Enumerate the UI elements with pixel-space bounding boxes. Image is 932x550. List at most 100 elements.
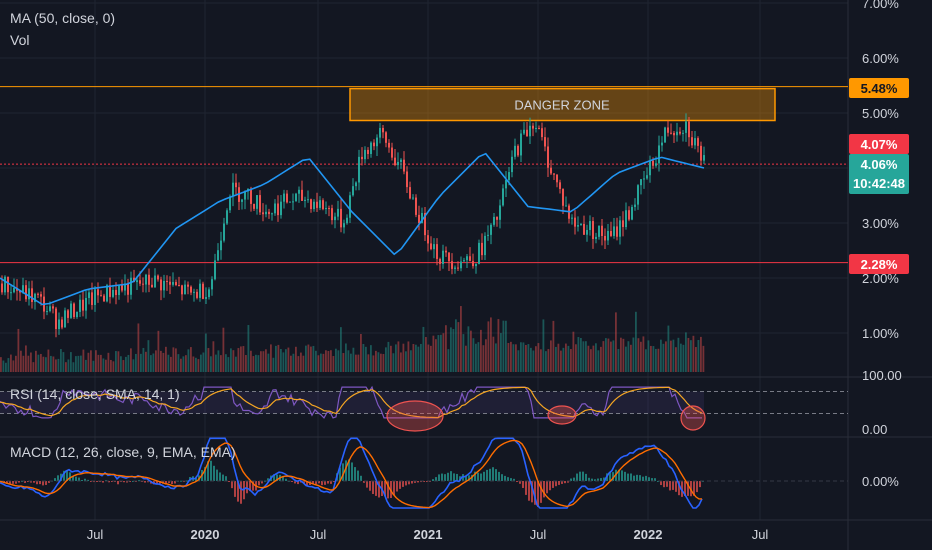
candle-body	[136, 280, 138, 283]
candle-body	[295, 193, 297, 202]
volume-bar	[150, 355, 152, 372]
x-tick-label: Jul	[310, 527, 327, 542]
macd-histogram-bar	[660, 481, 662, 486]
volume-bar	[517, 350, 520, 372]
candle-body	[559, 182, 561, 189]
volume-bar	[100, 354, 102, 372]
macd-histogram-bar	[267, 478, 269, 481]
volume-bar	[375, 350, 377, 372]
volume-bar	[247, 325, 250, 372]
candle-body	[187, 284, 189, 287]
volume-bar	[107, 352, 110, 372]
candle-body	[253, 203, 255, 209]
volume-bar	[670, 340, 672, 372]
candle-body	[142, 283, 144, 285]
macd-histogram-bar	[42, 481, 44, 486]
volume-bar	[142, 347, 145, 372]
candle-body	[460, 261, 462, 269]
volume-bar	[392, 353, 395, 372]
volume-bar	[327, 350, 330, 372]
macd-histogram-bar	[72, 476, 74, 481]
candle-body	[319, 200, 321, 208]
macd-histogram-bar	[363, 481, 365, 483]
candle-body	[103, 295, 105, 302]
candle-body	[532, 125, 534, 129]
macd-histogram-bar	[84, 478, 86, 481]
macd-histogram-bar	[366, 481, 368, 488]
macd-histogram-bar	[204, 467, 206, 481]
candle-body	[130, 277, 132, 295]
volume-bar	[487, 321, 490, 372]
macd-histogram-bar	[81, 479, 83, 481]
volume-bar	[447, 349, 450, 372]
macd-histogram-bar	[327, 481, 329, 484]
macd-tick-label: 0.00%	[862, 474, 899, 489]
volume-indicator-label[interactable]: Vol	[10, 32, 30, 48]
candle-body	[160, 279, 162, 291]
volume-bar	[207, 348, 210, 372]
macd-histogram-bar	[87, 479, 89, 481]
volume-bar	[497, 319, 500, 372]
volume-bar	[310, 346, 312, 372]
volume-bar	[490, 317, 492, 372]
macd-histogram-bar	[555, 481, 557, 487]
volume-bar	[340, 327, 342, 372]
volume-bar	[442, 333, 445, 372]
ma-indicator-label[interactable]: MA (50, close, 0)	[10, 10, 116, 26]
candle-body	[388, 142, 390, 148]
rsi-indicator-label[interactable]: RSI (14, close, SMA, 14, 1)	[10, 386, 180, 402]
volume-bar	[182, 356, 185, 372]
candle-body	[454, 267, 456, 269]
volume-bar	[220, 355, 222, 372]
macd-histogram-bar	[294, 481, 296, 484]
candle-body	[355, 182, 357, 187]
ma-line	[0, 152, 705, 306]
volume-bar	[492, 336, 495, 372]
volume-bar	[570, 349, 572, 372]
y-tick-label: 7.00%	[862, 0, 899, 11]
macd-histogram-bar	[639, 475, 641, 481]
volume-bar	[612, 340, 615, 372]
macd-histogram-bar	[648, 477, 650, 481]
volume-bar	[687, 337, 690, 372]
candle-body	[121, 285, 123, 291]
candle-body	[328, 208, 330, 210]
macd-histogram-bar	[432, 479, 434, 481]
macd-histogram-bar	[123, 481, 125, 483]
macd-histogram-bar	[276, 474, 278, 481]
volume-bar	[625, 346, 627, 372]
macd-indicator-label[interactable]: MACD (12, 26, close, 9, EMA, EMA)	[10, 444, 236, 460]
level-badge-2-28-text: 2.28%	[861, 257, 898, 272]
macd-histogram-bar	[234, 481, 236, 497]
volume-bar	[547, 349, 550, 372]
volume-bar	[267, 353, 270, 372]
macd-histogram-bar	[39, 481, 41, 485]
macd-histogram-bar	[696, 481, 698, 493]
candle-body	[670, 132, 672, 134]
volume-bar	[655, 348, 657, 372]
candle-body	[478, 242, 480, 264]
candle-body	[85, 297, 87, 311]
macd-histogram-bar	[75, 476, 77, 481]
candle-body	[58, 319, 60, 330]
macd-histogram-bar	[324, 481, 326, 485]
macd-histogram-bar	[9, 481, 11, 484]
volume-bar	[562, 347, 565, 372]
macd-histogram-bar	[384, 481, 386, 497]
macd-histogram-bar	[552, 481, 554, 488]
candle-body	[148, 274, 150, 285]
candle-body	[637, 185, 639, 205]
volume-bar	[42, 356, 45, 372]
macd-histogram-bar	[117, 481, 119, 485]
candle-body	[343, 223, 345, 228]
volume-bar	[662, 343, 665, 372]
candle-body	[703, 155, 705, 161]
candle-body	[598, 225, 600, 237]
macd-histogram-bar	[630, 473, 632, 481]
candle-body	[205, 297, 207, 299]
rsi-tick-label: 0.00	[862, 422, 887, 437]
candle-body	[448, 252, 450, 262]
candle-body	[184, 284, 186, 295]
volume-bar	[630, 344, 632, 372]
volume-bar	[102, 358, 105, 372]
